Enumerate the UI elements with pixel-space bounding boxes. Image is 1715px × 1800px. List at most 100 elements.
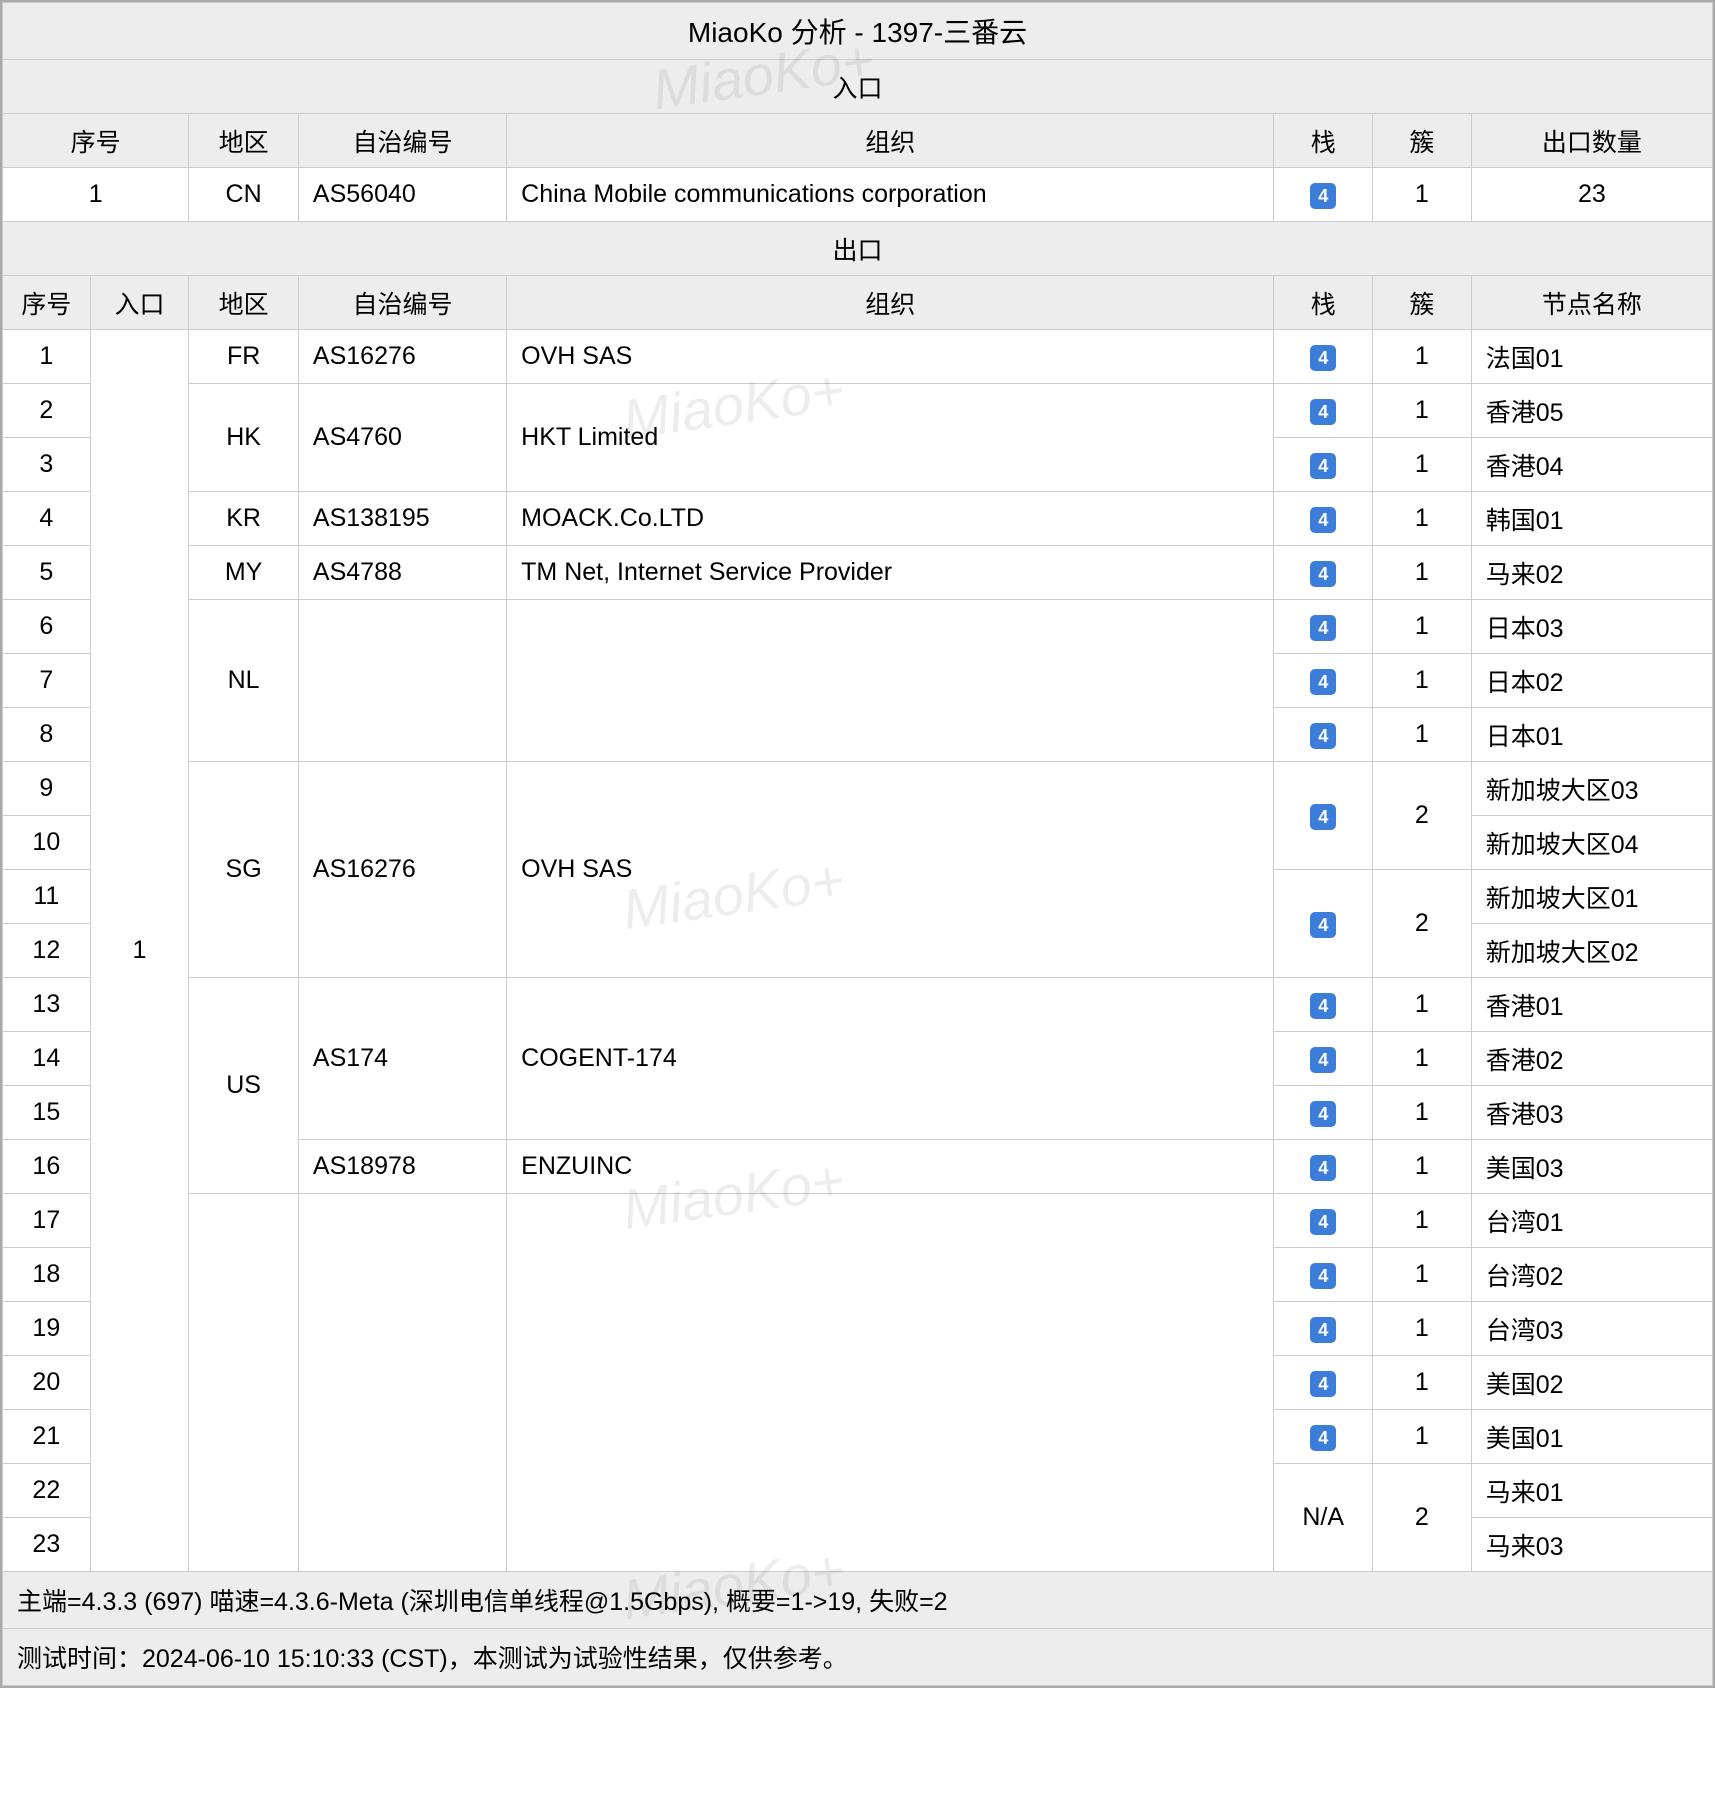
- stack-badge: 4: [1310, 507, 1336, 533]
- exit-node: 美国01: [1471, 1410, 1712, 1464]
- exit-seq: 22: [3, 1464, 91, 1518]
- exit-node: 新加坡大区04: [1471, 816, 1712, 870]
- exit-seq: 8: [3, 708, 91, 762]
- exit-cluster: 1: [1373, 1302, 1472, 1356]
- report-container: MiaoKo+ MiaoKo+ MiaoKo+ MiaoKo+ MiaoKo+ …: [0, 0, 1715, 1688]
- col-org: 组织: [507, 276, 1274, 330]
- exit-seq: 2: [3, 384, 91, 438]
- stack-badge: 4: [1310, 993, 1336, 1019]
- exit-cluster: 1: [1373, 438, 1472, 492]
- exit-stack: 4: [1274, 870, 1373, 978]
- stack-badge: 4: [1310, 399, 1336, 425]
- exit-node: 马来03: [1471, 1518, 1712, 1572]
- col-cluster: 簇: [1373, 114, 1472, 168]
- exit-cluster: 1: [1373, 1140, 1472, 1194]
- entry-region: CN: [189, 168, 299, 222]
- entry-stack: 4: [1274, 168, 1373, 222]
- exit-cluster: 1: [1373, 1086, 1472, 1140]
- exit-org: OVH SAS: [507, 330, 1274, 384]
- col-stack: 栈: [1274, 276, 1373, 330]
- exit-seq: 12: [3, 924, 91, 978]
- stack-badge: 4: [1310, 804, 1336, 830]
- exit-node: 台湾03: [1471, 1302, 1712, 1356]
- exit-asn: [298, 1194, 506, 1572]
- stack-badge: 4: [1310, 1209, 1336, 1235]
- exit-org: OVH SAS: [507, 762, 1274, 978]
- exit-seq: 10: [3, 816, 91, 870]
- col-seq: 序号: [3, 114, 189, 168]
- exit-org: MOACK.Co.LTD: [507, 492, 1274, 546]
- exit-node: 香港03: [1471, 1086, 1712, 1140]
- exit-seq: 9: [3, 762, 91, 816]
- exit-stack: 4: [1274, 654, 1373, 708]
- footer-line-1: 主端=4.3.3 (697) 喵速=4.3.6-Meta (深圳电信单线程@1.…: [3, 1572, 1713, 1629]
- exit-cluster: 1: [1373, 600, 1472, 654]
- stack-badge: 4: [1310, 345, 1336, 371]
- exit-seq: 23: [3, 1518, 91, 1572]
- exit-stack: 4: [1274, 1194, 1373, 1248]
- exit-cluster: 1: [1373, 1194, 1472, 1248]
- exit-node: 新加坡大区03: [1471, 762, 1712, 816]
- exit-asn: AS16276: [298, 330, 506, 384]
- exit-asn: AS4760: [298, 384, 506, 492]
- exit-node: 日本01: [1471, 708, 1712, 762]
- exit-seq: 15: [3, 1086, 91, 1140]
- report-title: MiaoKo 分析 - 1397-三番云: [3, 3, 1713, 60]
- exit-cluster: 1: [1373, 708, 1472, 762]
- exit-row: 11FRAS16276OVH SAS41法国01: [3, 330, 1713, 384]
- footer-line-2: 测试时间：2024-06-10 15:10:33 (CST)，本测试为试验性结果…: [3, 1629, 1713, 1686]
- col-node: 节点名称: [1471, 276, 1712, 330]
- exit-node: 香港01: [1471, 978, 1712, 1032]
- entry-header-row: 序号 地区 自治编号 组织 栈 簇 出口数量: [3, 114, 1713, 168]
- exit-row: 5MYAS4788TM Net, Internet Service Provid…: [3, 546, 1713, 600]
- exit-cluster: 1: [1373, 384, 1472, 438]
- exit-cluster: 1: [1373, 1032, 1472, 1086]
- exit-cluster: 2: [1373, 1464, 1472, 1572]
- exit-node: 台湾01: [1471, 1194, 1712, 1248]
- col-exit-count: 出口数量: [1471, 114, 1712, 168]
- col-org: 组织: [507, 114, 1274, 168]
- stack-badge: 4: [1310, 1263, 1336, 1289]
- exit-stack: 4: [1274, 978, 1373, 1032]
- exit-stack: 4: [1274, 1356, 1373, 1410]
- exit-stack: 4: [1274, 438, 1373, 492]
- exit-seq: 5: [3, 546, 91, 600]
- exit-seq: 13: [3, 978, 91, 1032]
- stack-badge: 4: [1310, 183, 1336, 209]
- exit-org: HKT Limited: [507, 384, 1274, 492]
- exit-seq: 18: [3, 1248, 91, 1302]
- entry-asn: AS56040: [298, 168, 506, 222]
- exit-stack: 4: [1274, 1140, 1373, 1194]
- exit-org: [507, 1194, 1274, 1572]
- entry-exit-count: 23: [1471, 168, 1712, 222]
- col-seq: 序号: [3, 276, 91, 330]
- stack-badge: 4: [1310, 615, 1336, 641]
- exit-region: HK: [189, 384, 299, 492]
- exit-row: 2HKAS4760HKT Limited41香港05: [3, 384, 1713, 438]
- exit-seq: 17: [3, 1194, 91, 1248]
- exit-stack: 4: [1274, 1410, 1373, 1464]
- exit-header-row: 序号 入口 地区 自治编号 组织 栈 簇 节点名称: [3, 276, 1713, 330]
- exit-node: 法国01: [1471, 330, 1712, 384]
- entry-seq: 1: [3, 168, 189, 222]
- stack-badge: 4: [1310, 1101, 1336, 1127]
- stack-badge: 4: [1310, 1317, 1336, 1343]
- exit-node: 香港04: [1471, 438, 1712, 492]
- exit-stack: 4: [1274, 600, 1373, 654]
- entry-cluster: 1: [1373, 168, 1472, 222]
- exit-node: 马来02: [1471, 546, 1712, 600]
- exit-stack: 4: [1274, 1032, 1373, 1086]
- exit-node: 日本02: [1471, 654, 1712, 708]
- exit-region: [189, 1194, 299, 1572]
- exit-seq: 14: [3, 1032, 91, 1086]
- exit-seq: 7: [3, 654, 91, 708]
- exit-region: SG: [189, 762, 299, 978]
- col-region: 地区: [189, 114, 299, 168]
- entry-row: 1 CN AS56040 China Mobile communications…: [3, 168, 1713, 222]
- exit-region: KR: [189, 492, 299, 546]
- exit-stack: 4: [1274, 1302, 1373, 1356]
- exit-node: 日本03: [1471, 600, 1712, 654]
- exit-stack: 4: [1274, 384, 1373, 438]
- exit-cluster: 1: [1373, 330, 1472, 384]
- analysis-table: MiaoKo 分析 - 1397-三番云 入口 序号 地区 自治编号 组织 栈 …: [2, 2, 1713, 1686]
